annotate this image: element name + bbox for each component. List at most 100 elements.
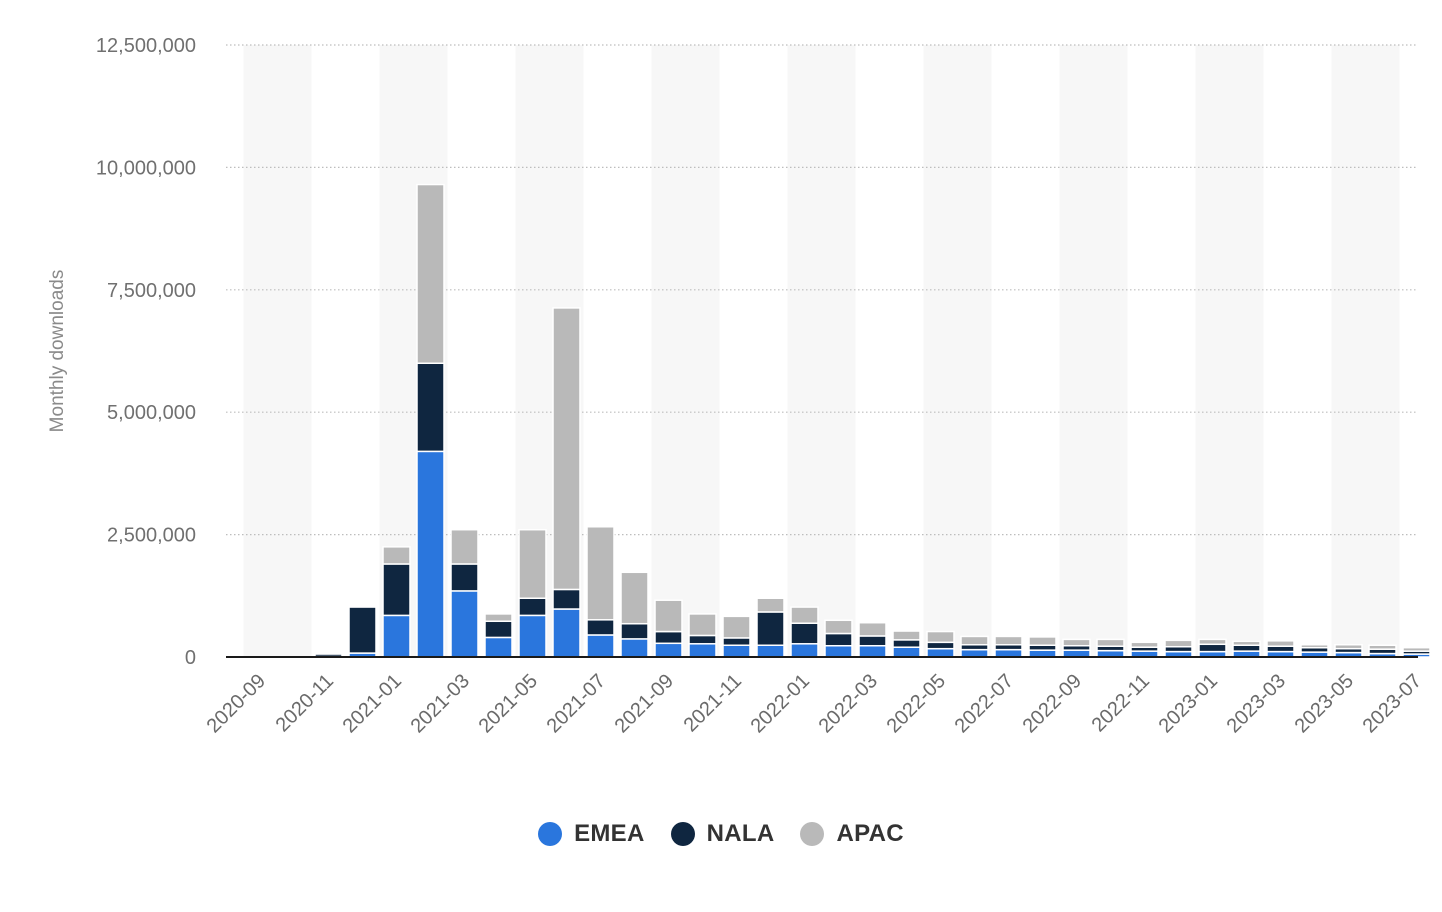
bar-apac <box>1266 640 1295 647</box>
column-band <box>787 45 856 657</box>
bar-emea <box>416 450 445 658</box>
bar-emea <box>450 590 479 658</box>
bar-apac <box>620 571 649 625</box>
bar-apac <box>416 183 445 364</box>
column-band <box>311 45 380 657</box>
bar-apac <box>688 613 717 637</box>
y-tick-label: 2,500,000 <box>107 525 196 547</box>
bar-apac <box>722 615 751 639</box>
bar-emea <box>994 648 1023 658</box>
column-band <box>1263 45 1332 657</box>
x-tick-label: 2021-09 <box>611 670 678 737</box>
bar-emea <box>382 614 411 658</box>
bar-nala <box>1232 644 1261 652</box>
legend-swatch-apac <box>800 822 825 846</box>
x-tick-label: 2021-03 <box>407 670 474 737</box>
bar-nala <box>586 619 615 636</box>
bar-emea <box>552 608 581 658</box>
legend: EMEA NALA APAC <box>0 812 1442 856</box>
column-band <box>1331 45 1400 657</box>
column-band <box>651 45 720 657</box>
bar-emea <box>518 614 547 658</box>
bar-nala <box>1266 645 1295 653</box>
x-tick-label: 2023-01 <box>1155 670 1222 737</box>
bar-apac <box>382 546 411 565</box>
x-tick-label: 2022-05 <box>883 670 950 737</box>
bar-apac <box>552 307 581 591</box>
y-axis-label: Monthly downloads <box>47 270 68 433</box>
bar-apac <box>1402 646 1431 652</box>
bar-emea <box>824 644 853 658</box>
legend-item-emea[interactable]: EMEA <box>538 820 645 848</box>
bar-apac <box>1028 636 1057 646</box>
column-band <box>991 45 1060 657</box>
bar-nala <box>382 563 411 617</box>
bar-apac <box>824 619 853 635</box>
bar-emea <box>1028 649 1057 658</box>
bar-apac <box>586 526 615 621</box>
column-band <box>719 45 788 657</box>
x-tick-label: 2022-09 <box>1019 670 1086 737</box>
bar-nala <box>892 639 921 648</box>
bars <box>314 183 1431 658</box>
bar-apac <box>1300 644 1329 649</box>
bar-apac <box>1334 644 1363 650</box>
y-tick-label: 12,500,000 <box>96 35 196 57</box>
bar-apac <box>858 621 887 637</box>
bar-emea <box>858 644 887 658</box>
bar-emea <box>790 643 819 658</box>
x-tick-label: 2023-03 <box>1223 670 1290 737</box>
bar-apac <box>654 599 683 633</box>
bar-apac <box>994 635 1023 646</box>
y-tick-label: 7,500,000 <box>107 280 196 302</box>
column-band <box>1059 45 1128 657</box>
bar-nala <box>926 641 955 650</box>
bar-emea <box>654 642 683 658</box>
y-tick-label: 10,000,000 <box>96 157 196 179</box>
x-tick-label: 2022-07 <box>951 670 1018 737</box>
bar-apac <box>518 528 547 599</box>
x-tick-label: 2021-05 <box>475 670 542 737</box>
x-tick-label: 2022-03 <box>815 670 882 737</box>
bar-apac <box>1062 638 1091 647</box>
y-axis-ticks: 0 2,500,000 5,000,000 7,500,000 10,000,000 12… <box>96 35 196 669</box>
bar-apac <box>1368 644 1397 650</box>
bar-apac <box>484 613 513 623</box>
bar-apac <box>1198 638 1227 646</box>
bar-emea <box>1062 649 1091 658</box>
bar-emea <box>620 638 649 658</box>
column-band <box>1399 45 1442 657</box>
bar-apac <box>926 630 955 644</box>
bar-emea <box>688 643 717 658</box>
x-tick-label: 2020-09 <box>203 670 270 737</box>
bar-apac <box>1164 639 1193 648</box>
y-tick-label: 5,000,000 <box>107 402 196 424</box>
bar-nala <box>654 630 683 645</box>
bar-nala <box>688 634 717 645</box>
bar-nala <box>416 362 445 453</box>
x-tick-label: 2022-11 <box>1088 670 1154 736</box>
legend-swatch-nala <box>670 822 695 846</box>
bar-emea <box>484 636 513 658</box>
x-tick-label: 2022-01 <box>747 670 814 737</box>
legend-item-nala[interactable]: NALA <box>670 820 775 848</box>
bar-emea <box>960 648 989 658</box>
x-tick-label: 2023-07 <box>1359 670 1426 737</box>
x-tick-label: 2021-07 <box>543 670 610 737</box>
legend-item-apac[interactable]: APAC <box>800 820 904 848</box>
bar-nala <box>858 635 887 647</box>
x-tick-label: 2021-11 <box>680 670 746 736</box>
bar-apac <box>450 528 479 565</box>
bar-apac <box>892 630 921 641</box>
column-band <box>1127 45 1196 657</box>
bar-emea <box>586 634 615 658</box>
x-tick-label: 2020-11 <box>272 670 338 736</box>
bar-apac <box>1232 640 1261 646</box>
bar-emea <box>722 644 751 658</box>
bar-apac <box>1130 641 1159 648</box>
column-band <box>1195 45 1264 657</box>
legend-label-apac: APAC <box>836 820 904 847</box>
bar-apac <box>756 597 785 613</box>
bar-nala <box>552 588 581 610</box>
